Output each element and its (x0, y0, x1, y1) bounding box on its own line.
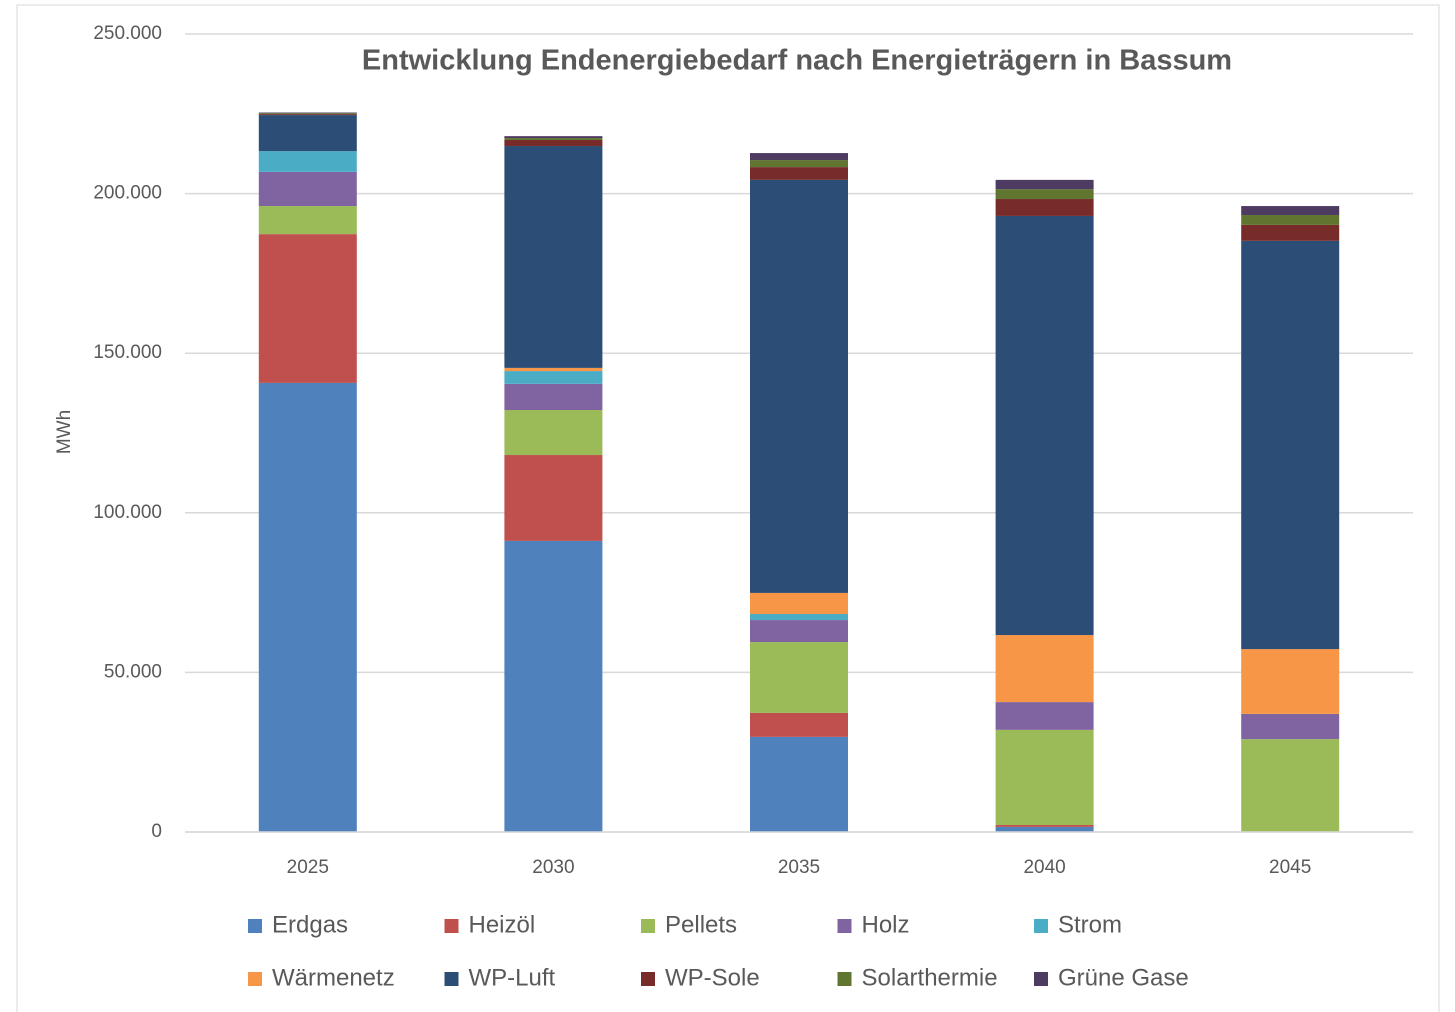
bar-segment (995, 729, 1094, 825)
legend-label: Solarthermie (862, 964, 998, 991)
legend-label: Pellets (665, 911, 737, 938)
bar-segment (1241, 206, 1340, 215)
bar-segment (504, 139, 603, 147)
bar-segment (750, 153, 848, 161)
bar-segment (1241, 649, 1340, 714)
y-tick-label: 200.000 (93, 183, 162, 204)
bar-segment (504, 371, 603, 384)
legend-swatch (444, 972, 459, 986)
legend-swatch (1034, 972, 1048, 986)
chart-frame (16, 4, 1440, 1012)
y-tick-label: 250.000 (93, 23, 162, 44)
bar-segment (504, 146, 603, 368)
bar-segment (258, 151, 357, 172)
bar-segment (258, 171, 357, 207)
bar-segment (995, 635, 1094, 703)
legend-swatch (444, 919, 459, 933)
bar-segment (258, 206, 357, 235)
legend-label: WP-Luft (469, 964, 556, 991)
legend-swatch (248, 972, 262, 986)
x-tick-label: 2040 (1023, 857, 1065, 878)
bar-segment (995, 179, 1094, 190)
bar-segment (504, 410, 603, 456)
bar-segment (750, 736, 848, 832)
legend-label: Grüne Gase (1058, 964, 1189, 991)
legend-swatch (837, 972, 852, 986)
legend-swatch (1034, 919, 1048, 933)
bar-segment (1241, 240, 1340, 650)
bar-segment (258, 113, 357, 115)
bar-segment (258, 112, 357, 114)
bar-segment (995, 189, 1094, 200)
bar-segment (995, 199, 1094, 216)
bar-segment (504, 383, 603, 411)
bar-segment (995, 826, 1094, 832)
legend-swatch (248, 919, 262, 933)
legend-swatch (837, 919, 852, 933)
x-tick-label: 2025 (287, 857, 329, 878)
bar-segment (995, 702, 1094, 730)
chart-title: Entwicklung Endenergiebedarf nach Energi… (362, 45, 1232, 77)
bar-segment (258, 115, 357, 152)
bar-segment (1241, 224, 1340, 241)
bar-segment (258, 114, 357, 116)
bar-segment (504, 136, 603, 139)
bar-segment (750, 613, 848, 621)
legend-label: Erdgas (272, 911, 348, 938)
y-axis-label: MWh (54, 410, 75, 454)
bar-segment (750, 642, 848, 713)
bar-segment (504, 138, 603, 140)
bar-segment (504, 367, 603, 372)
bar-segment (750, 620, 848, 643)
bar-segment (995, 824, 1094, 827)
y-tick-label: 0 (151, 821, 162, 842)
legend-label: Heizöl (469, 911, 536, 938)
bar-segment (258, 382, 357, 832)
y-tick-label: 50.000 (104, 661, 162, 682)
bar-segment (750, 592, 848, 614)
bar-segment (1241, 214, 1340, 225)
legend-label: Holz (862, 911, 910, 938)
bar-segment (504, 455, 603, 541)
bar-segment (750, 160, 848, 168)
bar-segment (504, 540, 603, 832)
bar-segment (750, 712, 848, 737)
legend-label: Strom (1058, 911, 1122, 938)
x-tick-label: 2030 (532, 857, 574, 878)
bar-segment (750, 167, 848, 180)
x-tick-label: 2045 (1269, 857, 1311, 878)
y-tick-label: 150.000 (93, 342, 162, 363)
bar-segment (750, 179, 848, 593)
legend-swatch (641, 972, 655, 986)
y-tick-label: 100.000 (93, 502, 162, 523)
legend-label: WP-Sole (665, 964, 760, 991)
bar-segment (1241, 739, 1340, 832)
bar-segment (258, 234, 357, 383)
legend-swatch (641, 919, 655, 933)
legend-label: Wärmenetz (272, 964, 395, 991)
bar-segment (995, 215, 1094, 636)
x-tick-label: 2035 (778, 857, 820, 878)
bar-segment (1241, 713, 1340, 740)
